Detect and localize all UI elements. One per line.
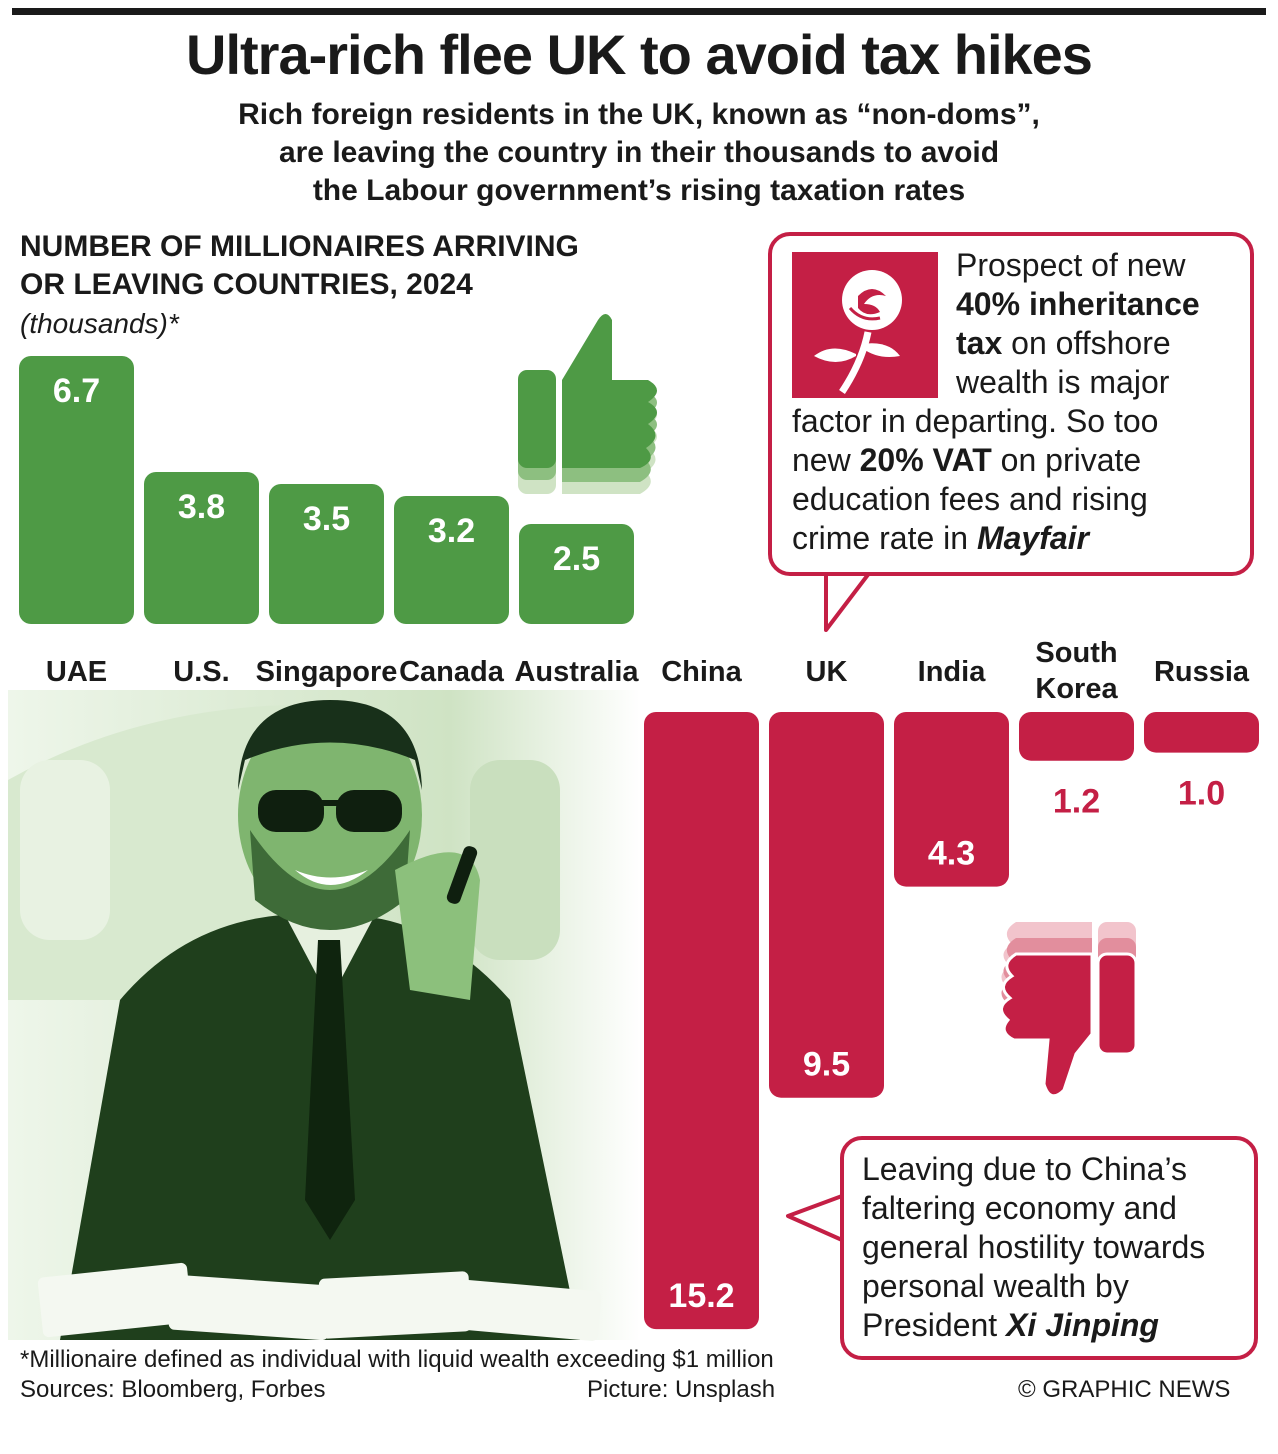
bar-leaving-2 [894,712,1009,887]
chart-unit: (thousands)* [20,308,179,339]
arriving-bars: 6.7 3.8 3.5 3.2 2.5 [19,356,634,624]
uk-callout-mayfair: Mayfair [976,520,1089,556]
uk-callout-line-7: education fees and rising [792,481,1148,517]
uk-callout-line-6: new 20% VAT on private [792,441,1141,480]
chart-title: NUMBER OF MILLIONAIRES ARRIVING OR LEAVI… [20,230,579,301]
china-callout-line-2: faltering economy and [862,1190,1177,1226]
bar-value-arriving-4: 2.5 [553,540,600,578]
china-callout-xi: Xi Jinping [1006,1307,1159,1343]
uk-callout-line-8: crime rate in Mayfair [792,519,1089,558]
china-callout-pointer [786,1194,844,1242]
category-label-9: Russia [1154,656,1250,688]
bar-value-arriving-3: 3.2 [428,512,475,550]
category-label-0: UAE [46,656,107,688]
bar-value-arriving-1: 3.8 [178,488,225,526]
category-label-2: Singapore [256,656,398,688]
category-label-5: China [661,656,742,688]
category-label-7: India [918,656,987,688]
category-label-3: Canada [399,656,505,688]
smiling-businessman-on-phone-photo [8,690,640,1341]
uk-tax-callout: Prospect of new 40% inheritance tax on o… [768,232,1254,576]
bar-arriving-1 [144,472,259,624]
china-callout-president: President [862,1307,1007,1343]
bar-value-leaving-0: 15.2 [668,1277,734,1315]
china-callout-line-3: general hostility towards [862,1229,1206,1265]
china-callout-line-4: personal wealth by [862,1268,1129,1304]
category-label-1: U.S. [173,656,229,688]
china-callout: Leaving due to China’s faltering economy… [840,1136,1258,1360]
china-callout-line-5: President Xi Jinping [862,1306,1159,1345]
uk-callout-new: new [792,442,860,478]
uk-callout-line-5: factor in departing. So too [792,403,1159,439]
top-rule [12,8,1266,15]
category-labels: UAE U.S. Singapore Canada Australia China UK In… [46,637,1250,705]
china-callout-line-1: Leaving due to China’s [862,1151,1187,1187]
uk-callout-line-4: wealth is major [956,364,1170,400]
bar-value-arriving-2: 3.5 [303,500,350,538]
thumbs-down-icon [1000,922,1138,1098]
uk-callout-line-2: 40% inheritance [956,286,1200,322]
bar-value-leaving-3: 1.2 [1053,783,1100,821]
sources: Sources: Bloomberg, Forbes [20,1376,326,1403]
bar-arriving-3 [394,496,509,624]
bar-leaving-4 [1144,712,1259,753]
page-subtitle: Rich foreign residents in the UK, known … [238,98,1040,207]
uk-callout-crime: crime rate in [792,520,977,556]
page-title: Ultra-rich flee UK to avoid tax hikes [186,23,1093,86]
bar-value-leaving-2: 4.3 [928,835,975,873]
uk-callout-private: on private [991,442,1142,478]
footnote: *Millionaire defined as individual with … [20,1346,774,1373]
bar-leaving-0 [644,712,759,1330]
bar-arriving-2 [269,484,384,624]
uk-callout-line-3: tax on offshore [956,324,1171,363]
uk-callout-tax: tax [956,325,1003,361]
category-label-6: UK [806,656,848,688]
bar-leaving-3 [1019,712,1134,761]
leaving-bars: 15.2 9.5 4.3 1.2 1.0 [644,712,1259,1330]
bar-arriving-4 [519,524,634,624]
category-label-8: South Korea [1035,637,1118,705]
picture-credit: Picture: Unsplash [587,1376,776,1403]
bar-leaving-1 [769,712,884,1098]
bar-arriving-0 [19,356,134,624]
copyright: © GRAPHIC NEWS [1018,1376,1231,1403]
uk-callout-vat: 20% VAT [859,442,992,478]
uk-callout-line-1: Prospect of new [956,247,1186,283]
category-label-4: Australia [514,656,639,688]
bar-value-leaving-1: 9.5 [803,1046,850,1084]
thumbs-up-icon [518,314,657,494]
uk-callout-offshore: on offshore [1002,325,1171,361]
bar-value-arriving-0: 6.7 [53,372,100,410]
bar-value-leaving-4: 1.0 [1178,775,1225,813]
uk-callout-pointer [824,570,872,632]
labour-rose-logo [792,252,938,398]
